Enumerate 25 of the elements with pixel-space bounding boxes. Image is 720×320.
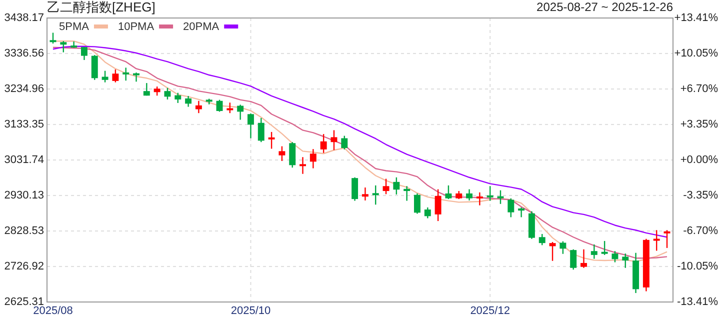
ytick: 2930.13 [4,189,44,202]
y2tick: -13.41% [677,296,718,308]
ytick: 3336.56 [4,47,44,60]
y2tick: -10.05% [677,260,718,272]
y2tick: +10.05% [674,47,718,60]
ytick: 2828.53 [4,224,44,237]
y2tick: +0.00% [680,154,718,166]
ytick: 3234.96 [4,82,44,95]
xtick: 2025/12 [470,304,510,317]
y2tick: +13.41% [674,12,718,24]
xtick: 2025/10 [230,304,271,317]
title: 乙二醇指数[ZHEG] [47,0,156,14]
subtitle: 2025-08-27 ~ 2025-12-26 [536,0,673,14]
xtick: 2025/08 [33,304,73,317]
legend: 10PMA [118,20,154,33]
ytick: 2726.92 [4,260,44,272]
y2tick: +6.70% [680,82,718,95]
legend: 5PMA [59,20,89,33]
ytick: 3133.35 [4,118,44,130]
y2tick: -3.35% [683,189,718,202]
ytick: 3031.74 [4,154,44,166]
y2tick: -6.70% [683,224,718,237]
legend: 20PMA [183,20,220,33]
y2tick: +3.35% [680,118,718,130]
ytick: 3438.17 [4,12,44,24]
